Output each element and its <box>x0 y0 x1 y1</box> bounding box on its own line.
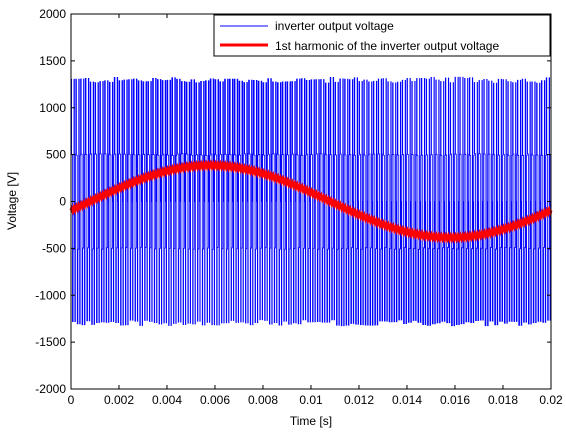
x-tick-label: 0.012 <box>344 393 374 407</box>
x-tick-label: 0.004 <box>152 393 182 407</box>
legend-box <box>213 14 551 57</box>
y-axis-ticks: -2000 -1500 -1000 -500 0 500 1000 1500 2000 <box>35 7 551 396</box>
x-axis-ticks: 0 0.002 0.004 0.006 0.008 0.01 0.012 0.014 0.016… <box>68 14 563 407</box>
x-tick-label: 0 <box>68 393 75 407</box>
y-tick-label: 2000 <box>39 7 66 21</box>
y-tick-label: -1500 <box>35 335 66 349</box>
plot-area <box>71 14 551 389</box>
x-tick-label: 0.014 <box>392 393 422 407</box>
y-tick-label: 1000 <box>39 101 66 115</box>
x-axis-label: Time [s] <box>290 414 332 428</box>
y-tick-label: -500 <box>42 241 66 255</box>
x-tick-label: 0.008 <box>248 393 278 407</box>
line-1st-harmonic <box>69 159 553 244</box>
x-tick-label: 0.002 <box>104 393 134 407</box>
x-tick-label: 0.018 <box>488 393 518 407</box>
series-inverter-output-voltage <box>70 76 551 327</box>
legend-label-1st-harmonic: 1st harmonic of the inverter output volt… <box>275 39 499 53</box>
x-tick-label: 0.016 <box>440 393 470 407</box>
y-tick-label: -2000 <box>35 382 66 396</box>
line-inverter-output-voltage <box>70 76 551 327</box>
y-axis-label: Voltage [V] <box>5 172 19 230</box>
y-tick-label: 0 <box>59 195 66 209</box>
y-tick-label: 1500 <box>39 54 66 68</box>
legend-label-inverter-output-voltage: inverter output voltage <box>275 19 394 33</box>
x-tick-label: 0.02 <box>539 393 563 407</box>
series-1st-harmonic <box>69 159 553 244</box>
x-tick-label: 0.006 <box>200 393 230 407</box>
y-tick-label: 500 <box>46 148 66 162</box>
legend: inverter output voltage 1st harmonic of … <box>213 14 551 57</box>
x-tick-label: 0.01 <box>299 393 323 407</box>
y-tick-label: -1000 <box>35 288 66 302</box>
